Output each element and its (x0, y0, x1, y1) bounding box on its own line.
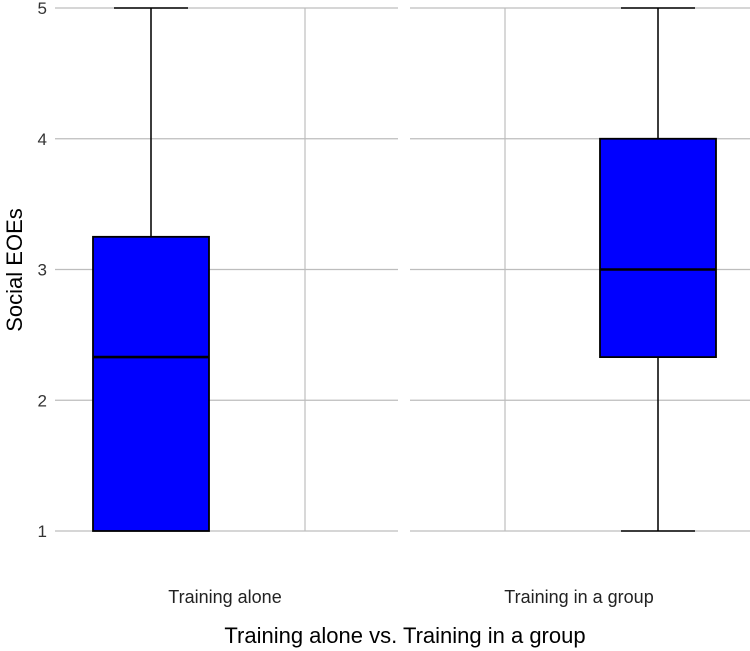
y-axis-ticks: 1 2 3 4 5 (38, 0, 47, 541)
y-axis-title: Social EOEs (2, 208, 27, 332)
box-iqr (599, 137, 717, 359)
x-axis-title: Training alone vs. Training in a group (224, 623, 585, 648)
category-label: Training in a group (504, 587, 653, 607)
boxes-layer (92, 7, 717, 532)
y-tick-label: 2 (38, 391, 47, 410)
y-tick-label: 1 (38, 522, 47, 541)
y-tick-label: 5 (38, 0, 47, 18)
category-label: Training alone (168, 587, 281, 607)
y-tick-label: 4 (38, 130, 47, 149)
box-iqr (92, 235, 210, 532)
y-tick-label: 3 (38, 261, 47, 280)
category-labels: Training alone Training in a group (168, 587, 653, 607)
box-1 (92, 7, 210, 532)
box-2 (599, 7, 717, 532)
